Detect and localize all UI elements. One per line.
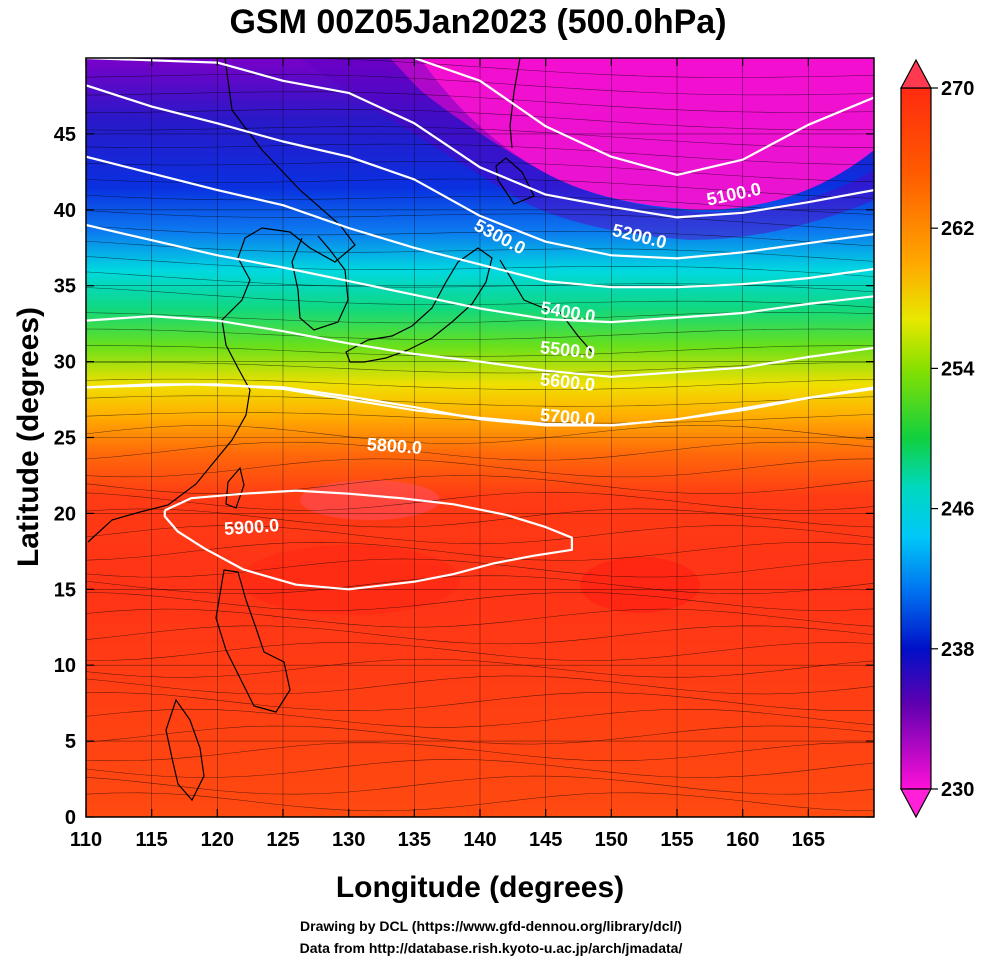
x-tick-label: 155: [660, 829, 693, 851]
y-tick-label: 10: [54, 655, 76, 677]
y-tick-label: 25: [54, 428, 76, 450]
contour-line-5400: [86, 155, 874, 289]
colorbar-tick-label: 230: [941, 779, 974, 801]
japan-coastline: [345, 247, 493, 363]
colorbar-ticks: 270 262 254 246 238 230: [931, 78, 975, 801]
y-axis-ticks: 0 5 10 15 20 25 30 35 40 45: [54, 124, 874, 829]
contour-line-5500: [86, 223, 874, 324]
colorbar: 270 262 254 246 238 230: [899, 58, 975, 819]
taiwan-coastline: [225, 466, 245, 509]
x-tick-label: 135: [398, 829, 431, 851]
colorbar-gradient: [900, 87, 932, 790]
plot-area: [86, 58, 874, 817]
contour-line-5300: [86, 84, 874, 260]
x-tick-label: 140: [463, 829, 496, 851]
warm-spot: [580, 557, 700, 613]
colorbar-upper-arrow: [899, 58, 933, 89]
asia-coastline: [87, 58, 356, 543]
contour-label: 5700.0: [539, 405, 596, 430]
map-title: GSM 00Z05Jan2023 (500.0hPa): [229, 3, 726, 41]
colorbar-tick-label: 270: [941, 78, 974, 100]
colorbar-tick-label: 238: [941, 639, 974, 661]
y-tick-label: 45: [54, 124, 76, 146]
sakhalin-coastline: [509, 58, 521, 149]
borneo-coastline: [165, 698, 205, 802]
y-tick-label: 40: [54, 200, 76, 222]
credit-data: Data from http://database.rish.kyoto-u.a…: [299, 940, 683, 956]
colorbar-lower-arrow: [899, 788, 933, 819]
coastlines: [87, 58, 593, 802]
x-tick-label: 165: [792, 829, 825, 851]
y-tick-label: 20: [54, 503, 76, 525]
x-tick-label: 130: [332, 829, 365, 851]
x-tick-label: 145: [529, 829, 562, 851]
y-tick-label: 30: [54, 352, 76, 374]
y-tick-label: 35: [54, 276, 76, 298]
contour-line-5800: [86, 383, 874, 427]
x-axis-label: Longitude (degrees): [336, 871, 624, 904]
x-tick-label: 150: [595, 829, 628, 851]
x-tick-label: 120: [201, 829, 234, 851]
philippines-coastline: [215, 569, 291, 713]
credit-drawing: Drawing by DCL (https://www.gfd-dennou.o…: [300, 918, 682, 934]
x-tick-label: 110: [70, 829, 102, 851]
hokkaido-coastline: [495, 157, 535, 205]
contour-line-5900: [163, 489, 573, 591]
contour-line-5600: [86, 315, 874, 378]
kuril-coastline: [499, 259, 559, 315]
colorbar-tick-label: 262: [941, 218, 974, 240]
grid-lines: [86, 58, 874, 817]
contour-line-5100: [413, 58, 874, 176]
warm-spot: [300, 480, 440, 520]
x-axis-ticks: 110 115 120 125 130 135 140 145 150 155 160 165: [70, 58, 825, 851]
x-tick-label: 115: [136, 829, 168, 851]
y-tick-label: 15: [54, 579, 76, 601]
colorbar-tick-label: 254: [941, 358, 975, 380]
y-axis-label: Latitude (degrees): [12, 307, 45, 567]
korea-coastline: [291, 235, 349, 331]
contour-label: 5900.0: [223, 515, 279, 539]
purple-band: [300, 58, 874, 240]
contour-label: 5800.0: [366, 434, 422, 458]
warm-spot: [240, 545, 460, 615]
contour-line-5200: [86, 58, 874, 219]
x-tick-label: 160: [726, 829, 759, 851]
y-tick-label: 5: [65, 731, 76, 753]
colorbar-tick-label: 246: [941, 499, 974, 521]
x-tick-label: 125: [266, 829, 299, 851]
y-tick-label: 0: [65, 807, 76, 829]
geopotential-contours: [86, 58, 874, 591]
